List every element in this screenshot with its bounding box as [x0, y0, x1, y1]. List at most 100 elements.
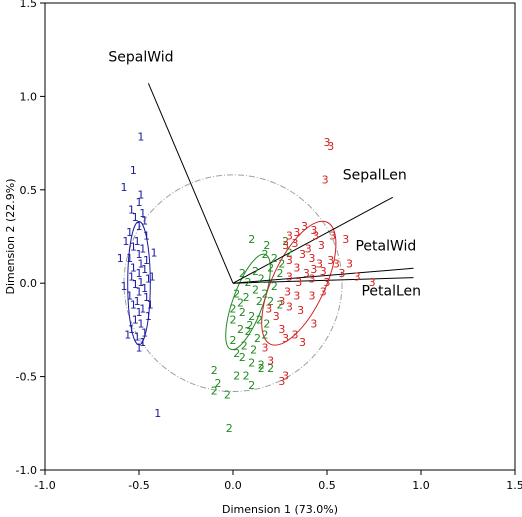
point-group-1: 1 — [141, 282, 148, 295]
point-group-2: 2 — [258, 358, 265, 371]
y-tick-label: 1.0 — [20, 90, 38, 103]
point-group-1: 1 — [145, 310, 152, 323]
point-group-1: 1 — [151, 246, 158, 259]
point-group-2: 2 — [248, 379, 255, 392]
point-group-1: 1 — [154, 407, 161, 420]
point-group-3: 3 — [308, 289, 315, 302]
point-group-3: 3 — [282, 332, 289, 345]
point-group-2: 2 — [239, 351, 246, 364]
point-group-1: 1 — [143, 254, 150, 267]
x-tick-label: 1.0 — [412, 479, 430, 492]
vector-label-petallen: PetalLen — [361, 284, 421, 300]
point-group-3: 3 — [320, 286, 327, 299]
point-group-1: 1 — [137, 130, 144, 143]
point-group-1: 1 — [117, 252, 124, 265]
point-group-1: 1 — [128, 271, 135, 284]
point-group-3: 3 — [305, 243, 312, 256]
point-group-3: 3 — [324, 136, 331, 149]
point-group-3: 3 — [346, 258, 353, 271]
vector-label-petalwid: PetalWid — [355, 238, 416, 254]
x-axis-ticks: -1.0 -0.5 0.0 0.5 1.0 1.5 — [34, 470, 522, 492]
point-group-3: 3 — [299, 336, 306, 349]
x-tick-label: -1.0 — [34, 479, 55, 492]
point-group-3: 3 — [292, 329, 299, 342]
y-tick-label: 0.0 — [20, 277, 38, 290]
point-group-1: 1 — [141, 215, 148, 228]
point-group-3: 3 — [295, 276, 302, 289]
point-group-2: 2 — [261, 329, 268, 342]
point-group-3: 3 — [316, 258, 323, 271]
confidence-ellipse-group-1 — [127, 221, 151, 346]
point-group-2: 2 — [226, 422, 233, 435]
point-group-1: 1 — [137, 276, 144, 289]
point-group-1: 1 — [141, 327, 148, 340]
point-group-3: 3 — [339, 267, 346, 280]
point-group-1: 1 — [122, 235, 129, 248]
confidence-ellipse-group-3 — [261, 220, 337, 346]
point-group-2: 2 — [245, 325, 252, 338]
point-group-2: 2 — [252, 265, 259, 278]
point-group-3: 3 — [308, 252, 315, 265]
point-group-3: 3 — [293, 261, 300, 274]
plot-frame — [44, 2, 516, 471]
point-group-1: 1 — [130, 241, 137, 254]
x-tick-label: -0.5 — [128, 479, 149, 492]
point-group-3: 3 — [267, 355, 274, 368]
point-group-2: 2 — [282, 235, 289, 248]
point-group-3: 3 — [286, 271, 293, 284]
point-group-1: 1 — [136, 220, 143, 233]
point-group-3: 3 — [265, 302, 272, 315]
point-group-2: 2 — [267, 295, 274, 308]
point-group-2: 2 — [263, 239, 270, 252]
point-group-3: 3 — [282, 370, 289, 383]
point-group-2: 2 — [248, 357, 255, 370]
point-group-2: 2 — [278, 258, 285, 271]
point-group-1: 1 — [132, 211, 139, 224]
point-group-1: 1 — [130, 164, 137, 177]
x-tick-label: 0.0 — [224, 479, 242, 492]
x-tick-label: 1.5 — [506, 479, 522, 492]
unit-circle-layer — [123, 174, 343, 393]
point-group-2: 2 — [211, 385, 218, 398]
point-group-2: 2 — [243, 370, 250, 383]
vector-layer: SepalWid SepalLen PetalWid PetalLen — [108, 49, 421, 299]
point-group-1: 1 — [134, 235, 141, 248]
point-group-1: 1 — [143, 291, 150, 304]
point-group-2: 2 — [246, 319, 253, 332]
point-group-1: 1 — [134, 295, 141, 308]
y-tick-label: 0.5 — [20, 184, 38, 197]
point-group-1: 1 — [139, 302, 146, 315]
point-group-3: 3 — [333, 258, 340, 271]
point-group-3: 3 — [293, 289, 300, 302]
point-group-3: 3 — [327, 140, 334, 153]
point-group-1: 1 — [132, 314, 139, 327]
point-group-1: 1 — [139, 336, 146, 349]
point-group-2: 2 — [211, 364, 218, 377]
point-group-1: 1 — [137, 188, 144, 201]
point-group-2: 2 — [237, 297, 244, 310]
point-group-1: 1 — [136, 286, 143, 299]
vector-label-sepalwid: SepalWid — [108, 49, 173, 65]
point-group-3: 3 — [322, 173, 329, 186]
point-group-2: 2 — [286, 246, 293, 259]
point-group-1: 1 — [141, 263, 148, 276]
vector-petalwid — [232, 267, 414, 284]
y-tick-label: 1.5 — [20, 0, 38, 10]
point-group-3: 3 — [282, 239, 289, 252]
point-group-3: 3 — [354, 271, 361, 284]
point-group-3: 3 — [293, 226, 300, 239]
ellipse-layer — [127, 220, 337, 351]
point-group-2: 2 — [252, 284, 259, 297]
point-group-2: 2 — [239, 306, 246, 319]
point-group-2: 2 — [277, 299, 284, 312]
x-tick-label: 0.5 — [318, 479, 336, 492]
point-group-3: 3 — [286, 254, 293, 267]
point-group-3: 3 — [327, 254, 334, 267]
point-group-2: 2 — [241, 340, 248, 353]
point-group-1: 1 — [137, 317, 144, 330]
point-group-3: 3 — [278, 323, 285, 336]
point-group-3: 3 — [320, 265, 327, 278]
y-tick-label: -0.5 — [16, 371, 37, 384]
